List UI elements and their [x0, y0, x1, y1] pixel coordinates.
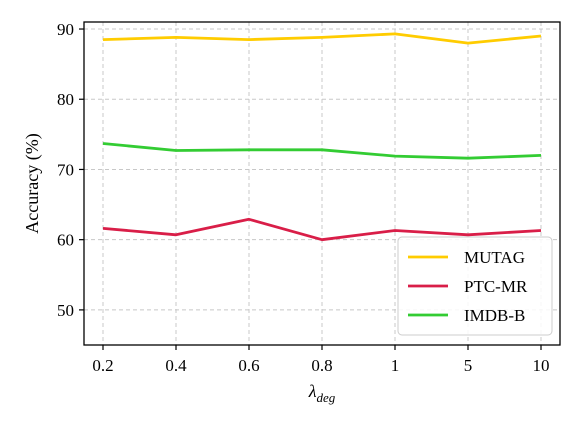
x-tick-label: 0.8 — [311, 356, 332, 375]
y-axis-label: Accuracy (%) — [22, 133, 43, 233]
legend: MUTAG PTC-MR IMDB-B — [397, 236, 553, 336]
series-line-imdb-b — [102, 142, 542, 160]
x-tick-label: 0.4 — [165, 356, 187, 375]
y-tick-label: 90 — [57, 20, 74, 39]
y-axis-ticks: 50 60 70 80 90 — [57, 20, 84, 320]
x-tick-label: 1 — [391, 356, 400, 375]
x-tick-label: 5 — [464, 356, 473, 375]
x-axis-label-base: λ — [308, 381, 317, 401]
legend-label: PTC-MR — [464, 277, 528, 296]
y-tick-label: 80 — [57, 90, 74, 109]
y-tick-label: 60 — [57, 231, 74, 250]
x-tick-label: 0.6 — [238, 356, 259, 375]
y-tick-label: 70 — [57, 160, 74, 179]
legend-label: IMDB-B — [464, 306, 525, 325]
legend-label: MUTAG — [464, 248, 525, 267]
x-axis-label: λdeg — [308, 381, 336, 405]
x-tick-label: 0.2 — [92, 356, 113, 375]
x-axis-label-subscript: deg — [317, 390, 336, 405]
y-tick-label: 50 — [57, 301, 74, 320]
series-line-mutag — [102, 32, 542, 45]
x-tick-label: 10 — [533, 356, 550, 375]
series-lines — [102, 32, 542, 242]
x-axis-ticks: 0.2 0.4 0.6 0.8 1 5 10 — [92, 345, 550, 375]
series-line-ptc-mr — [102, 217, 542, 242]
legend-box — [397, 236, 553, 336]
